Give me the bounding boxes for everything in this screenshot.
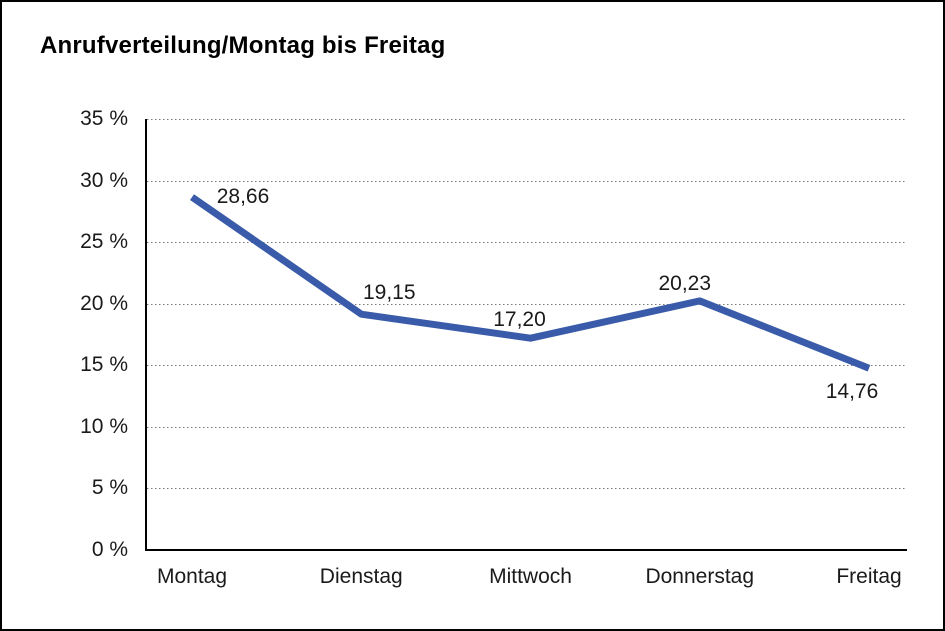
- data-point-label: 28,66: [216, 185, 270, 209]
- y-axis-tick-label: 10 %: [80, 414, 128, 438]
- x-axis-category-label: Mittwoch: [489, 565, 572, 588]
- data-point-label: 14,76: [825, 380, 879, 404]
- x-axis-category-label: Dienstag: [319, 565, 403, 588]
- x-axis-category-label: Montag: [156, 565, 228, 588]
- y-axis-tick-label: 30 %: [80, 168, 128, 192]
- x-axis-category-label: Freitag: [836, 565, 902, 588]
- x-axis-category-label: Donnerstag: [645, 565, 755, 588]
- y-axis-tick-label: 0 %: [91, 538, 128, 561]
- chart-title: Anrufverteilung/Montag bis Freitag: [40, 32, 446, 59]
- y-axis-tick-label: 15 %: [80, 353, 128, 377]
- data-point-label: 17,20: [493, 308, 546, 332]
- y-axis-tick-label: 25 %: [80, 230, 128, 254]
- y-axis-tick-label: 20 %: [80, 291, 128, 315]
- data-series-line: [190, 194, 871, 372]
- y-axis-tick-label: 5 %: [91, 476, 128, 500]
- data-point-label: 19,15: [362, 281, 416, 305]
- data-point-label: 20,23: [658, 271, 712, 295]
- y-axis-tick-label: 35 %: [80, 107, 128, 130]
